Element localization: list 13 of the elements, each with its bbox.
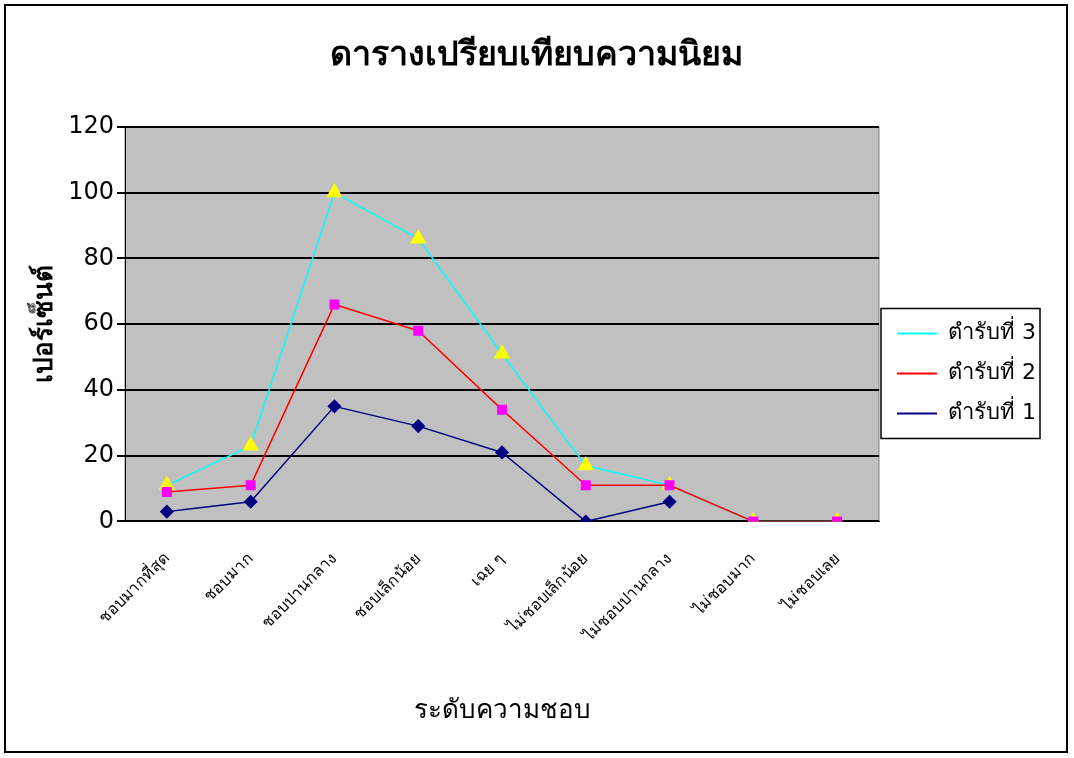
legend-label: ตำรับที่ 1: [948, 396, 1037, 425]
y-tick-label: 120: [68, 111, 115, 140]
y-tick-label: 60: [83, 308, 115, 337]
chart-title: ดารางเปรียบเทียบความนิยม: [329, 33, 743, 74]
y-tick-label: 40: [83, 374, 115, 403]
legend-label: ตำรับที่ 2: [948, 356, 1037, 385]
y-tick-label: 0: [98, 505, 115, 534]
y-tick-label: 100: [68, 176, 115, 205]
x-axis-title: ระดับความชอบ: [413, 694, 591, 725]
y-tick-label: 80: [83, 242, 115, 271]
y-axis-title: เปอร์เซ็นต์: [27, 265, 59, 384]
legend-label: ตำรับที่ 3: [948, 316, 1037, 345]
y-tick-label: 20: [83, 439, 115, 468]
